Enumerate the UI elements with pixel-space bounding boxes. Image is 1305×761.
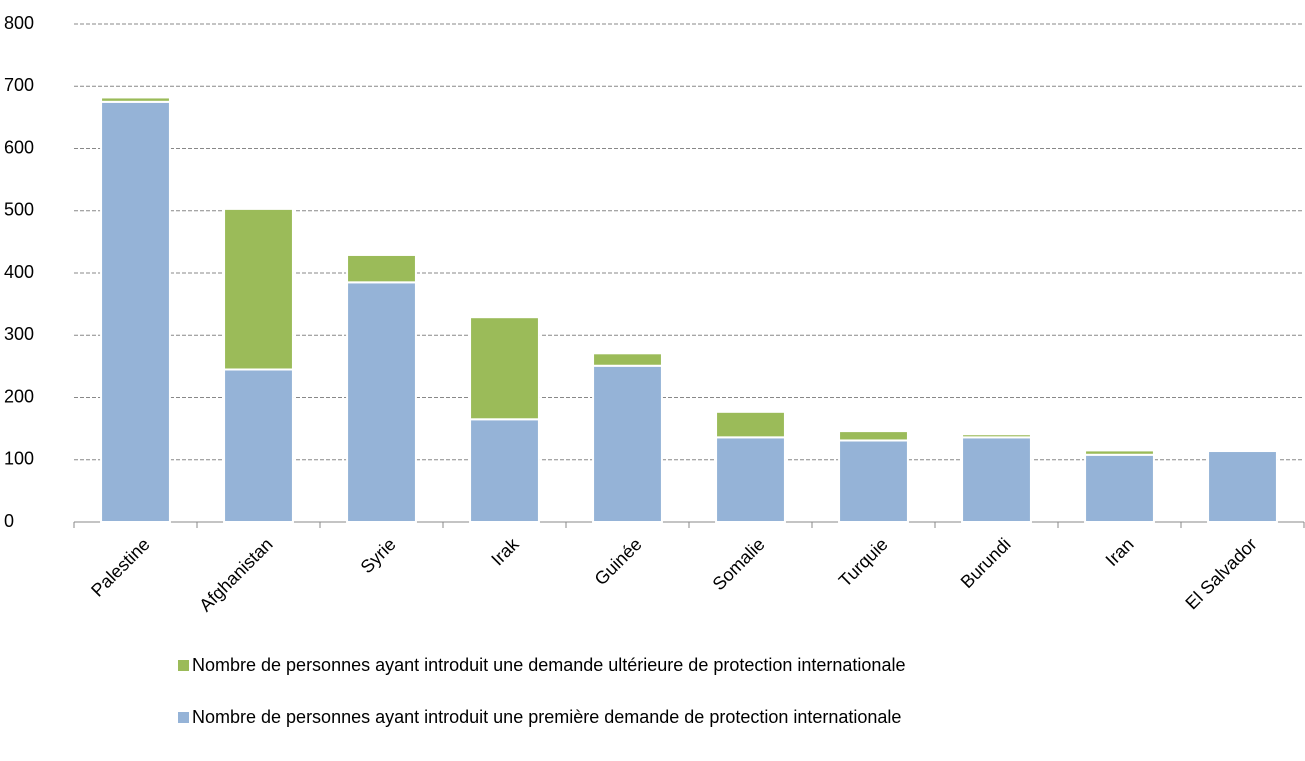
bar-segment xyxy=(1084,453,1155,523)
bar-segment xyxy=(838,439,909,524)
x-tick-label: Burundi xyxy=(957,534,1015,592)
bar-segment xyxy=(961,436,1032,523)
legend-label: Nombre de personnes ayant introduit une … xyxy=(192,707,901,727)
x-tick-label: Irak xyxy=(487,533,523,569)
y-tick-label: 700 xyxy=(4,75,34,95)
y-tick-label: 200 xyxy=(4,386,34,406)
x-tick-label: Turquie xyxy=(835,534,892,591)
bar-segment xyxy=(469,316,540,421)
y-tick-label: 400 xyxy=(4,262,34,282)
y-tick-label: 0 xyxy=(4,511,14,531)
bar-segment xyxy=(346,281,417,523)
bar-segment xyxy=(715,410,786,439)
x-tick-label: Guinée xyxy=(590,534,645,589)
x-tick-label: Somalie xyxy=(709,534,769,594)
y-tick-label: 300 xyxy=(4,324,34,344)
bar-segment xyxy=(223,207,294,371)
y-tick-label: 800 xyxy=(4,13,34,33)
bar-segment xyxy=(592,352,663,367)
bar-segment xyxy=(592,364,663,523)
bar-segment xyxy=(715,436,786,523)
bar-segment xyxy=(346,253,417,284)
bar-segment xyxy=(100,100,171,523)
x-tick-label: Syrie xyxy=(357,534,400,577)
y-tick-label: 100 xyxy=(4,449,34,469)
y-tick-label: 500 xyxy=(4,200,34,220)
bar-segment xyxy=(961,433,1032,439)
legend-swatch xyxy=(178,712,189,723)
x-tick-label: Afghanistan xyxy=(195,534,276,615)
y-tick-label: 600 xyxy=(4,137,34,157)
legend-swatch xyxy=(178,660,189,671)
legend-label: Nombre de personnes ayant introduit une … xyxy=(192,655,905,675)
x-tick-label: El Salvador xyxy=(1181,534,1260,613)
bar-segment xyxy=(1207,450,1278,523)
bar-segment xyxy=(100,96,171,103)
bar-segment xyxy=(1084,449,1155,456)
x-tick-label: Iran xyxy=(1102,534,1138,570)
bar-segment xyxy=(223,368,294,523)
x-tick-label: Palestine xyxy=(87,534,154,601)
bar-segment xyxy=(469,418,540,524)
bar-segment xyxy=(838,430,909,442)
